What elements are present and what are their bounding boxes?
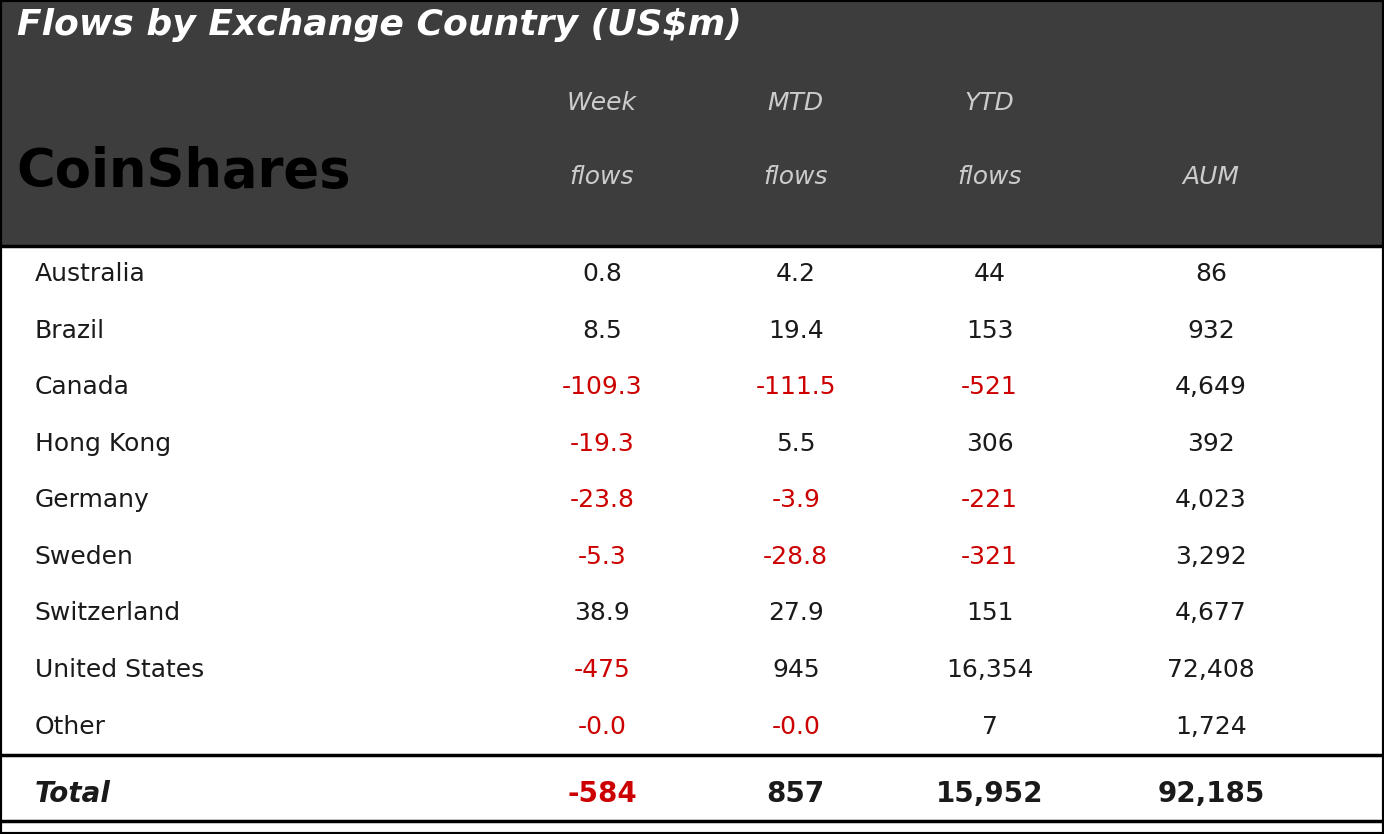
Text: 44: 44 [973, 263, 1006, 286]
Text: Australia: Australia [35, 263, 145, 286]
Text: 0.8: 0.8 [583, 263, 621, 286]
Text: United States: United States [35, 658, 203, 682]
Text: 92,185: 92,185 [1157, 781, 1265, 808]
Text: -28.8: -28.8 [763, 545, 829, 569]
Text: 4,677: 4,677 [1175, 601, 1247, 626]
Text: 16,354: 16,354 [945, 658, 1034, 682]
Text: 306: 306 [966, 432, 1013, 456]
Text: Canada: Canada [35, 375, 130, 399]
Text: 1,724: 1,724 [1175, 715, 1247, 738]
Text: 4.2: 4.2 [776, 263, 815, 286]
Text: 4,649: 4,649 [1175, 375, 1247, 399]
Text: 5.5: 5.5 [776, 432, 815, 456]
Text: Week: Week [567, 92, 637, 115]
Text: -5.3: -5.3 [577, 545, 627, 569]
Text: 15,952: 15,952 [936, 781, 1044, 808]
Text: -109.3: -109.3 [562, 375, 642, 399]
Text: 151: 151 [966, 601, 1013, 626]
Text: -111.5: -111.5 [756, 375, 836, 399]
Text: Switzerland: Switzerland [35, 601, 181, 626]
Text: YTD: YTD [965, 92, 1014, 115]
Text: Total: Total [35, 781, 111, 808]
Text: 945: 945 [772, 658, 819, 682]
Text: 7: 7 [981, 715, 998, 738]
Text: Hong Kong: Hong Kong [35, 432, 170, 456]
Text: Brazil: Brazil [35, 319, 105, 343]
Text: -3.9: -3.9 [771, 489, 821, 512]
Text: Other: Other [35, 715, 105, 738]
Text: -23.8: -23.8 [570, 489, 634, 512]
Text: 932: 932 [1187, 319, 1235, 343]
Text: CoinShares: CoinShares [17, 146, 352, 198]
Text: Sweden: Sweden [35, 545, 133, 569]
Text: MTD: MTD [768, 92, 823, 115]
Text: -0.0: -0.0 [771, 715, 821, 738]
Text: -521: -521 [960, 375, 1019, 399]
Text: 857: 857 [767, 781, 825, 808]
Text: -221: -221 [960, 489, 1019, 512]
Text: 27.9: 27.9 [768, 601, 823, 626]
Text: 19.4: 19.4 [768, 319, 823, 343]
Text: 72,408: 72,408 [1167, 658, 1255, 682]
Text: 8.5: 8.5 [583, 319, 621, 343]
Bar [0, 0, 1384, 246]
Text: Germany: Germany [35, 489, 149, 512]
Text: 4,023: 4,023 [1175, 489, 1247, 512]
Text: flows: flows [570, 165, 634, 189]
Text: 392: 392 [1187, 432, 1235, 456]
Text: -475: -475 [573, 658, 631, 682]
Text: -19.3: -19.3 [570, 432, 634, 456]
Text: AUM: AUM [1182, 165, 1240, 189]
Text: 153: 153 [966, 319, 1013, 343]
Bar [0, 246, 1384, 834]
Text: 38.9: 38.9 [574, 601, 630, 626]
Text: -0.0: -0.0 [577, 715, 627, 738]
Text: -584: -584 [567, 781, 637, 808]
Text: flows: flows [958, 165, 1021, 189]
Text: 3,292: 3,292 [1175, 545, 1247, 569]
Text: -321: -321 [960, 545, 1019, 569]
Text: 86: 86 [1194, 263, 1228, 286]
Text: flows: flows [764, 165, 828, 189]
Text: Flows by Exchange Country (US$m): Flows by Exchange Country (US$m) [17, 8, 742, 43]
